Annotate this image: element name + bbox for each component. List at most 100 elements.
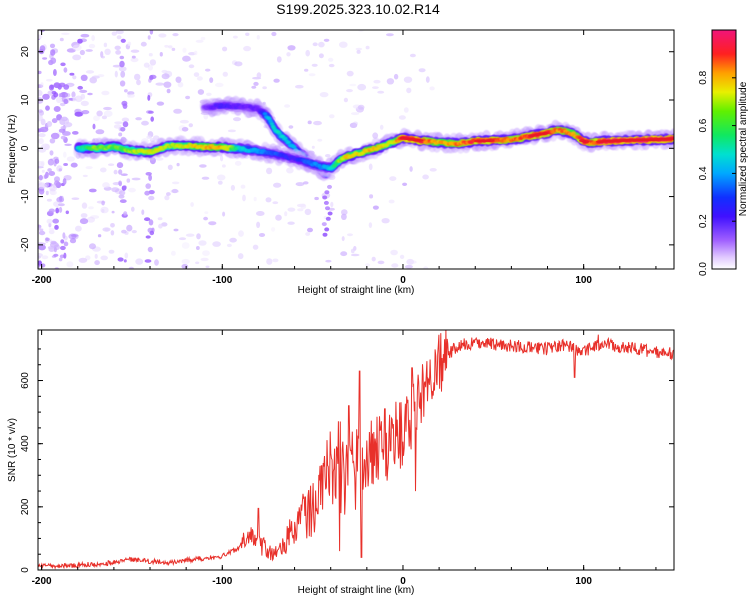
spectrogram-noise-cell [59,102,66,107]
spectrogram-noise-streak [123,211,128,216]
spectrogram-noise-streak [149,30,154,35]
spectrogram-noise-cell [103,106,112,111]
spectrogram-noise-streak [148,174,153,181]
spectrogram-noise-cell [171,47,176,52]
spectrogram-noise-cell [141,120,149,126]
spectrogram-noise-streak [148,219,154,226]
spectrogram-tail [324,190,330,195]
spectrogram-noise-cell [45,105,50,111]
spectrogram-noise-cell [81,110,90,115]
spectrogram-noise-cell [44,143,50,150]
spectrogram-tail [325,216,331,221]
spectrogram-noise-cell [38,253,43,258]
spectrogram-noise-cell [108,163,115,166]
spectrogram-noise-cell [38,133,46,138]
spectrogram-xtick-label: 100 [575,275,592,286]
spectrogram-noise-cell [120,70,126,78]
spectrogram-noise-cell [39,110,44,116]
spectrogram-noise-cell [181,242,190,249]
spectrogram-noise-cell [173,228,179,232]
spectrogram-noise-cell [256,221,261,228]
spectrogram-noise-cell [194,50,198,56]
spectrogram-noise-cell [50,190,57,196]
spectrogram-noise-cell [38,84,44,88]
spectrogram-noise-cell [71,197,80,200]
spectrogram-noise-cell [128,187,136,193]
spectrogram-noise-cell [64,143,72,146]
spectrogram-noise-cell [66,261,74,268]
snr-xlabel: Height of straight line (km) [298,585,415,596]
spectrogram-noise-streak [48,247,55,253]
spectrogram-noise-streak [50,57,57,64]
spectrogram-main-ridge [223,145,228,149]
spectrogram-noise-cell [195,261,200,265]
spectrogram-noise-cell [101,200,105,206]
spectrogram-main-ridge [571,131,576,135]
spectrogram-noise-cell [346,89,353,93]
colorbar: 0.0 0.2 0.4 0.6 0.8 Normalized spectral ampl… [698,29,749,276]
spectrogram-noise-cell [388,199,395,204]
spectrogram-noise-cell [91,35,95,42]
spectrogram-noise-cell [148,53,153,57]
spectrogram-noise-cell [286,167,294,174]
spectrogram-noise-cell [101,115,107,120]
spectrogram-noise-cell [357,83,367,91]
snr-panel: -200 -100 0 100 0 200 400 600 Height of straigh… [7,329,675,596]
spectrogram-noise-cell [111,187,120,193]
spectrogram-noise-cell [212,241,221,247]
spectrogram-noise-cell [273,78,280,83]
spectrogram-noise-cell [365,45,370,50]
spectrogram-noise-cell [311,145,315,149]
spectrogram-noise-cell [371,256,376,262]
spectrogram-noise-cell [38,174,43,181]
spectrogram-noise-cell [164,44,169,48]
spectrogram-noise-cell [232,35,238,39]
spectrogram-tail [322,195,328,200]
spectrogram-noise-cell [48,222,52,228]
spectrogram-noise-streak [48,208,55,213]
spectrogram-noise-cell [179,119,189,124]
spectrogram-noise-cell [262,86,267,90]
spectrogram-noise-cell [305,49,311,57]
colorbar-tick-label: 0.4 [698,166,709,180]
spectrogram-noise-cell [329,114,335,119]
spectrogram-noise-cell [175,76,182,83]
spectrogram-noise-cell [325,259,332,263]
colorbar-frame [711,29,737,270]
figure-title: S199.2025.323.10.02.R14 [276,1,440,17]
spectrogram-noise-cell [68,233,77,240]
spectrogram-noise-cell [97,234,102,238]
spectrogram-noise-cell [185,233,195,237]
spectrogram-noise-streak [58,257,63,262]
spectrogram-noise-cell [64,93,71,98]
spectrogram-noise-streak [59,195,63,202]
spectrogram-upper-branch [286,140,291,144]
spectrogram-noise-cell [307,227,313,233]
spectrogram-noise-streak [62,178,67,185]
spectrogram-noise-cell [45,237,50,241]
spectrogram-noise-cell [251,85,257,89]
spectrogram-noise-streak [59,37,64,42]
spectrogram-noise-cell [115,30,124,35]
spectrogram-noise-streak [148,190,155,195]
spectrogram-noise-cell [46,78,53,82]
spectrogram-noise-cell [116,35,122,40]
spectrogram-noise-cell [111,210,115,214]
spectrogram-noise-cell [352,121,358,126]
spectrogram-noise-cell [143,62,150,68]
spectrogram-noise-cell [222,211,226,217]
spectrogram-noise-cell [45,190,49,196]
spectrogram-noise-cell [38,182,47,190]
spectrogram-noise-cell [130,57,139,63]
spectrogram-noise-streak [63,67,68,73]
spectrogram-noise-streak [58,203,65,207]
spectrogram-noise-cell [185,95,191,100]
spectrogram-noise-cell [341,213,347,220]
spectrogram-noise-cell [161,73,170,80]
spectrogram-noise-cell [110,230,115,236]
spectrogram-noise-cell [72,75,77,80]
spectrogram-noise-cell [328,57,334,62]
spectrogram-noise-cell [100,167,107,173]
spectrogram-noise-cell [85,166,93,170]
spectrogram-noise-cell [113,124,122,129]
